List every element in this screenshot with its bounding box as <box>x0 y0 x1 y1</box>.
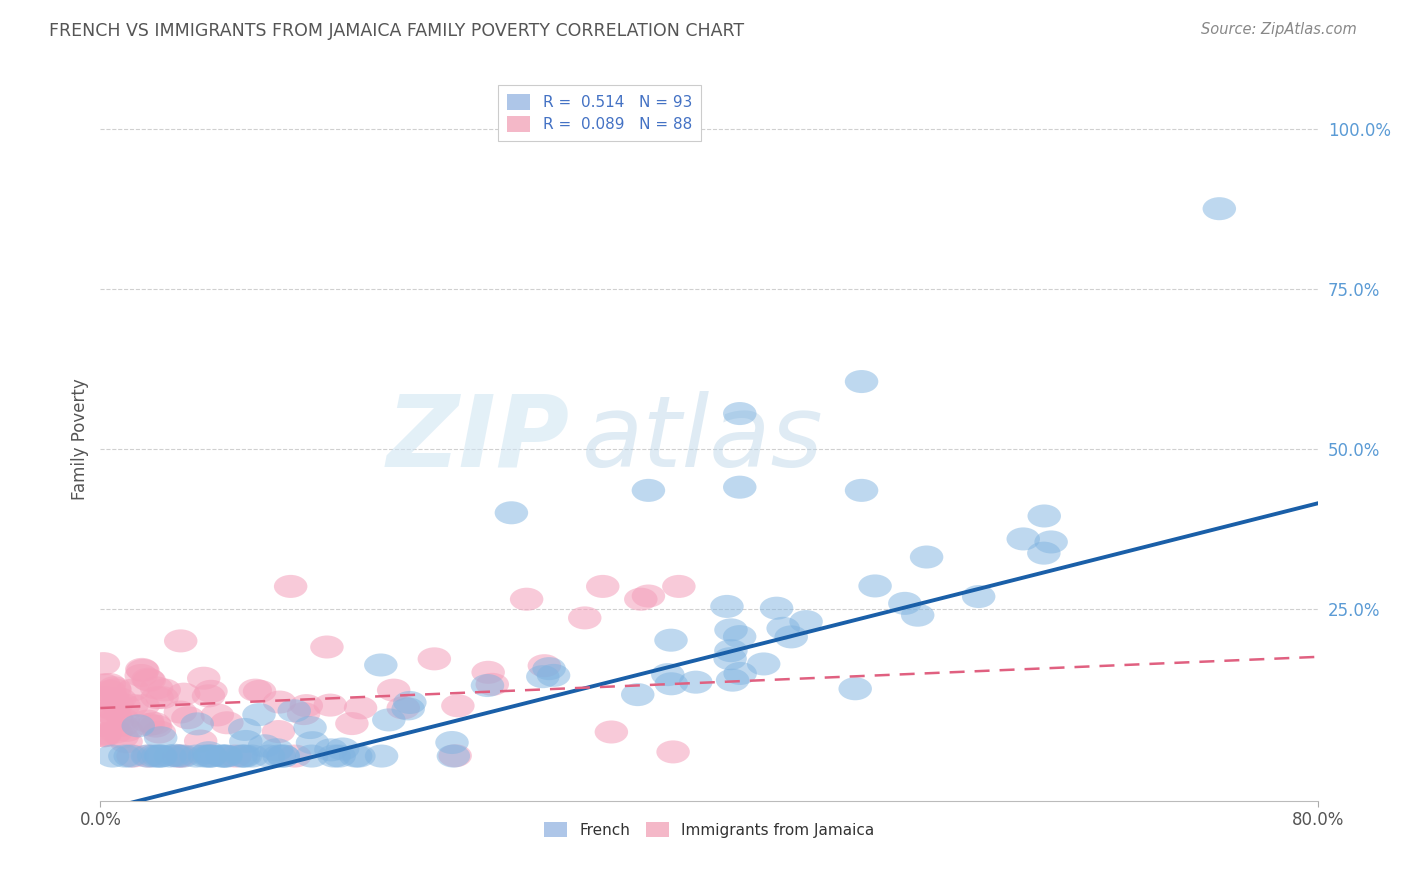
Text: ZIP: ZIP <box>387 391 569 488</box>
Legend: French, Immigrants from Jamaica: French, Immigrants from Jamaica <box>538 815 880 844</box>
Text: Source: ZipAtlas.com: Source: ZipAtlas.com <box>1201 22 1357 37</box>
Y-axis label: Family Poverty: Family Poverty <box>72 378 89 500</box>
Text: atlas: atlas <box>582 391 823 488</box>
Text: FRENCH VS IMMIGRANTS FROM JAMAICA FAMILY POVERTY CORRELATION CHART: FRENCH VS IMMIGRANTS FROM JAMAICA FAMILY… <box>49 22 744 40</box>
